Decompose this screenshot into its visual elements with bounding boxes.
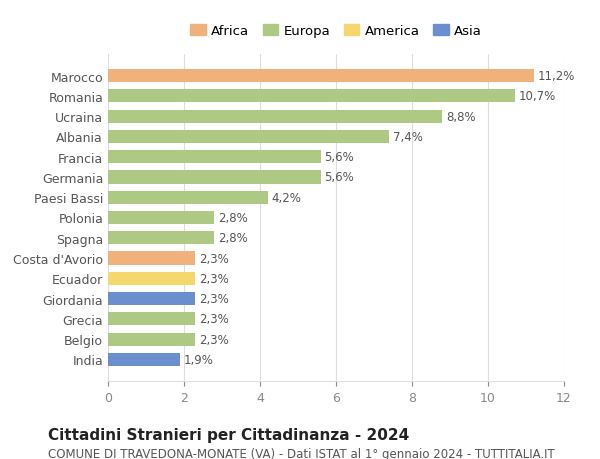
Text: 7,4%: 7,4% bbox=[393, 131, 423, 144]
Text: 2,3%: 2,3% bbox=[199, 272, 229, 285]
Text: 2,3%: 2,3% bbox=[199, 313, 229, 325]
Text: 8,8%: 8,8% bbox=[446, 111, 476, 123]
Bar bbox=[108, 90, 515, 103]
Text: Cittadini Stranieri per Cittadinanza - 2024: Cittadini Stranieri per Cittadinanza - 2… bbox=[48, 427, 409, 442]
Legend: Africa, Europa, America, Asia: Africa, Europa, America, Asia bbox=[185, 19, 487, 43]
Text: COMUNE DI TRAVEDONA-MONATE (VA) - Dati ISTAT al 1° gennaio 2024 - TUTTITALIA.IT: COMUNE DI TRAVEDONA-MONATE (VA) - Dati I… bbox=[48, 448, 555, 459]
Text: 11,2%: 11,2% bbox=[538, 70, 575, 83]
Bar bbox=[108, 110, 442, 123]
Bar bbox=[108, 353, 180, 366]
Bar bbox=[108, 130, 389, 144]
Text: 2,8%: 2,8% bbox=[218, 232, 248, 245]
Text: 4,2%: 4,2% bbox=[271, 191, 301, 204]
Text: 2,3%: 2,3% bbox=[199, 252, 229, 265]
Text: 1,9%: 1,9% bbox=[184, 353, 214, 366]
Bar bbox=[108, 171, 321, 184]
Bar bbox=[108, 212, 214, 224]
Bar bbox=[108, 232, 214, 245]
Text: 5,6%: 5,6% bbox=[325, 171, 355, 184]
Text: 5,6%: 5,6% bbox=[325, 151, 355, 164]
Bar bbox=[108, 272, 196, 285]
Text: 2,3%: 2,3% bbox=[199, 333, 229, 346]
Bar bbox=[108, 151, 321, 164]
Text: 10,7%: 10,7% bbox=[518, 90, 556, 103]
Bar bbox=[108, 333, 196, 346]
Bar bbox=[108, 292, 196, 306]
Bar bbox=[108, 191, 268, 204]
Text: 2,3%: 2,3% bbox=[199, 292, 229, 305]
Bar bbox=[108, 313, 196, 326]
Text: 2,8%: 2,8% bbox=[218, 212, 248, 224]
Bar bbox=[108, 70, 533, 83]
Bar bbox=[108, 252, 196, 265]
